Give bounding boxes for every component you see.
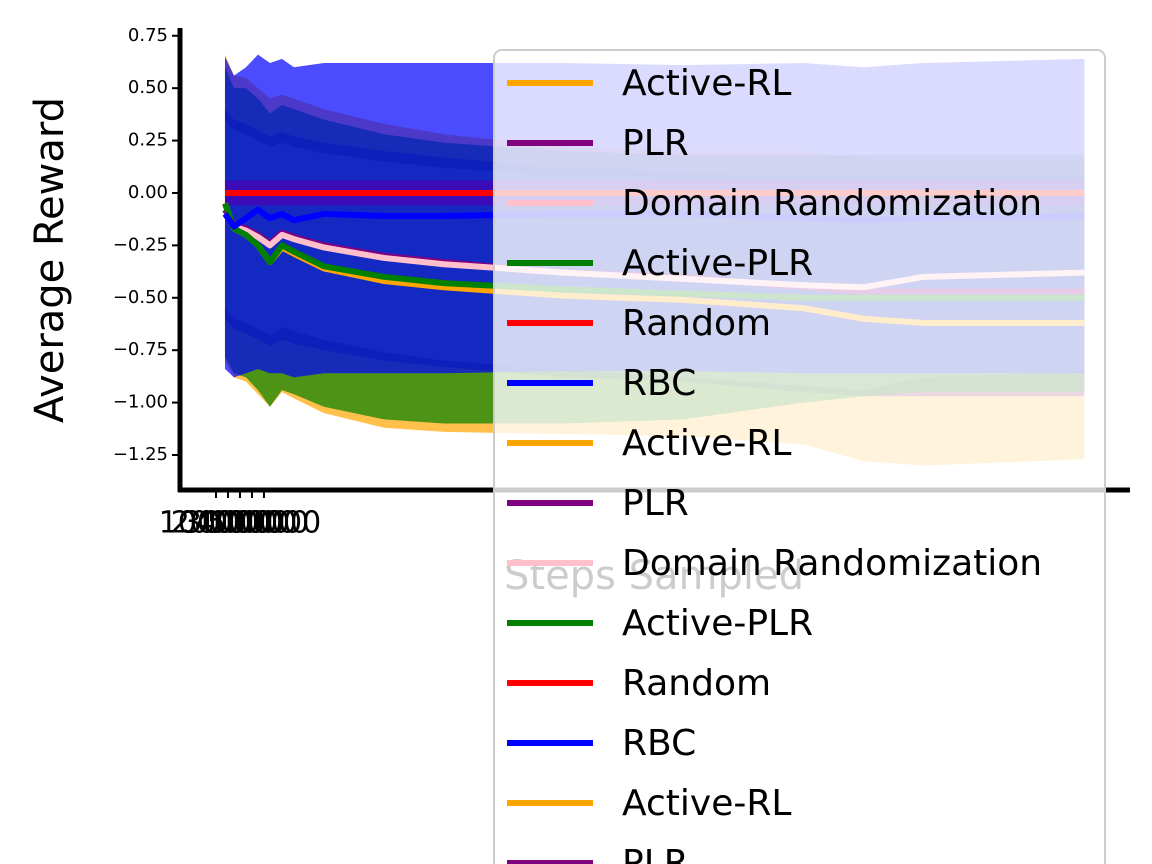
legend-label: PLR (622, 123, 689, 164)
legend-label: Active-RL (622, 63, 791, 104)
x-tick-label: 400000 (195, 506, 310, 541)
y-tick-label: −1.00 (113, 392, 168, 413)
x-tick-label: 300000 (183, 506, 298, 541)
legend-label: Active-PLR (622, 243, 813, 284)
y-tick-label: 0.00 (128, 182, 168, 203)
legend-label: Active-RL (622, 423, 791, 464)
y-tick-label: −0.25 (113, 234, 168, 255)
y-tick-label: −0.50 (113, 287, 168, 308)
legend-label: RBC (622, 363, 696, 404)
y-tick-label: 0.25 (128, 130, 168, 151)
y-tick-label: 0.75 (128, 25, 168, 46)
legend-label: Domain Randomization (622, 543, 1042, 584)
legend-label: PLR (622, 483, 689, 524)
legend: Active-RL PLR Domain Randomization Active-P… (493, 49, 1106, 864)
legend-label: Random (622, 303, 771, 344)
legend-label: Random (622, 663, 771, 704)
legend-label: Domain Randomization (622, 183, 1042, 224)
legend-frame (493, 49, 1106, 864)
legend-label: PLR (622, 843, 689, 864)
x-tick-label: 500000 (207, 506, 322, 541)
x-tick-label: 100000 (159, 506, 274, 541)
y-axis-label: Average Reward (27, 97, 73, 423)
y-tick-label: 0.50 (128, 77, 168, 98)
x-tick-label: 200000 (171, 506, 286, 541)
y-tick-label: −0.75 (113, 339, 168, 360)
legend-label: Active-PLR (622, 603, 813, 644)
y-tick-label: −1.25 (113, 444, 168, 465)
legend-label: Active-RL (622, 783, 791, 824)
legend-label: RBC (622, 723, 696, 764)
